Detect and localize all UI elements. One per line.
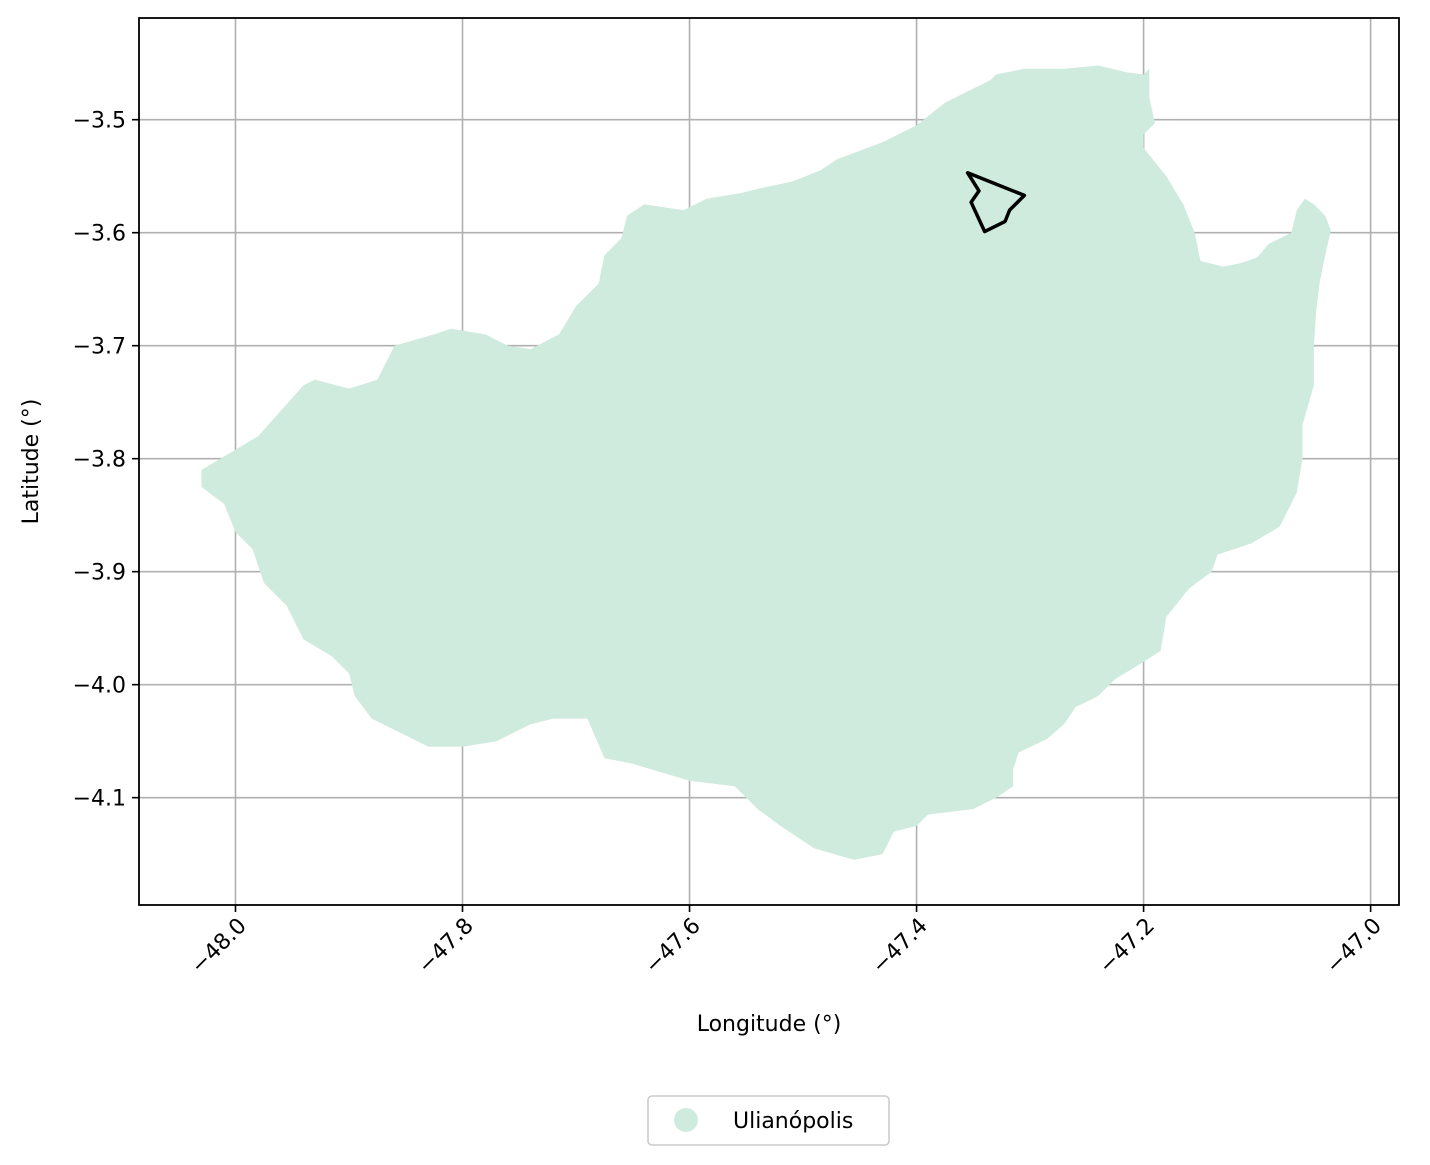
y-tick-label: −4.0 — [73, 674, 126, 699]
y-tick-label: −3.6 — [73, 222, 126, 247]
y-tick-label: −4.1 — [73, 787, 126, 812]
x-axis-label: Longitude (°) — [697, 1012, 842, 1037]
y-tick-label: −3.5 — [73, 109, 126, 134]
y-axis-label: Latitude (°) — [19, 399, 44, 525]
legend-label: Ulianópolis — [733, 1109, 853, 1134]
legend-marker-icon — [674, 1108, 698, 1132]
legend: Ulianópolis — [648, 1096, 889, 1145]
y-tick-label: −3.9 — [73, 561, 126, 586]
y-tick-label: −3.8 — [73, 448, 126, 473]
y-tick-label: −3.7 — [73, 335, 126, 360]
